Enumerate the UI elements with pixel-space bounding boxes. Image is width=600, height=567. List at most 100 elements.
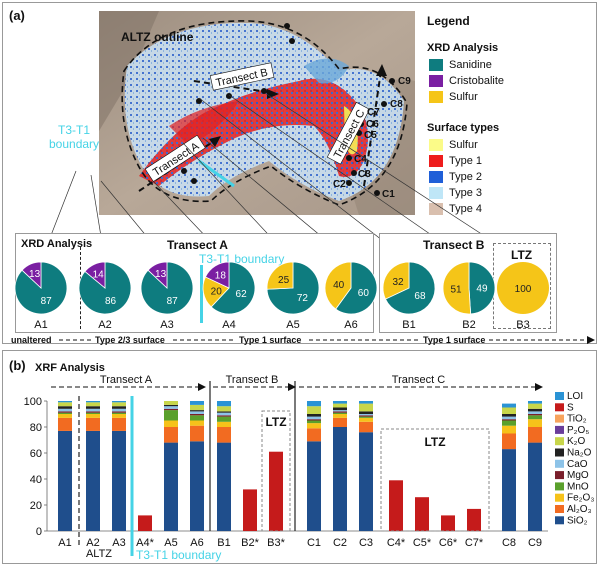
pie-A2-value-1: 14 bbox=[93, 269, 105, 280]
pie-A6: 60 40 A6 bbox=[324, 261, 378, 331]
xrf-bar-A6-loi bbox=[190, 401, 204, 405]
xrf-bar-A4* bbox=[138, 515, 152, 531]
xrf-transect-label-2: Transect C bbox=[392, 374, 445, 386]
xrf-transect-label-1: Transect B bbox=[226, 374, 279, 386]
xrf-bar-C3-sio2 bbox=[359, 432, 373, 531]
xrf-bar-A5-mno bbox=[164, 410, 178, 421]
pie-B1-value-1: 32 bbox=[392, 277, 404, 288]
pie-label-A4: A4 bbox=[222, 319, 235, 331]
xrf-bar-C7*-s bbox=[467, 508, 481, 531]
xrf-bar-C7* bbox=[467, 508, 481, 531]
xrf-bar-B2*-s bbox=[243, 489, 257, 531]
xrd-pie-charts: 87 13 A1 86 14 A2 87 13 A3 62 20 18 A4 72 25 A5 60 40 A6 68… bbox=[14, 261, 549, 331]
pie-label-A6: A6 bbox=[344, 319, 357, 331]
sample-c7-label: C7 bbox=[367, 107, 380, 118]
xrf-legend-label-7: MgO bbox=[567, 470, 589, 481]
xrf-bar-A4*-s bbox=[138, 515, 152, 531]
xrf-bar-A3-na2o bbox=[112, 406, 126, 409]
pie-A1-value-1: 13 bbox=[29, 269, 41, 280]
xrf-ytick-40: 40 bbox=[30, 474, 42, 486]
pie-B2-slice-sanidine bbox=[468, 261, 496, 315]
xrf-ytick-20: 20 bbox=[30, 500, 42, 512]
xrf-xtick-A5: A5 bbox=[164, 537, 177, 549]
xrf-bar-A3-sio2 bbox=[112, 430, 126, 531]
pie-label-A3: A3 bbox=[160, 319, 173, 331]
pie-B2-value-1: 51 bbox=[450, 284, 462, 295]
xrf-legend-swatch-4 bbox=[555, 437, 564, 446]
pie-label-A5: A5 bbox=[286, 319, 299, 331]
xrf-bar-C3-mgo bbox=[359, 415, 373, 417]
pie-A5-value-0: 72 bbox=[297, 293, 309, 304]
xrf-bar-B3* bbox=[269, 451, 283, 531]
xrf-bar-A2-sio2 bbox=[86, 430, 100, 531]
xrf-bar-A6-k2o bbox=[190, 404, 204, 411]
xrf-bar-C8-mgo bbox=[502, 419, 516, 421]
xrf-ytick-0: 0 bbox=[36, 526, 42, 538]
xrf-bar-C8-cao bbox=[502, 416, 516, 420]
xrf-bar-B1-na2o bbox=[217, 411, 231, 413]
map-altz-label: ALTZ outline bbox=[121, 30, 194, 44]
xrf-bar-A3-al2o3 bbox=[112, 417, 126, 431]
pie-A4: 62 20 18 A4 bbox=[202, 261, 256, 331]
xrf-bar-C8-k2o bbox=[502, 407, 516, 414]
pie-A6-value-1: 40 bbox=[333, 280, 345, 291]
xrf-bar-C9-fe2o3 bbox=[528, 419, 542, 427]
xrf-bar-A3-cao bbox=[112, 408, 126, 412]
xrf-bar-A2-k2o bbox=[86, 402, 100, 407]
xrf-bar-C2-k2o bbox=[333, 403, 347, 408]
xrf-bar-C6*-s bbox=[441, 515, 455, 531]
xrf-bar-C1-na2o bbox=[307, 414, 321, 417]
xrf-legend-label-6: CaO bbox=[567, 459, 588, 470]
xrf-bar-C2-fe2o3 bbox=[333, 414, 347, 418]
bottom-dashed-arrows bbox=[59, 336, 595, 344]
xrf-bar-C3-na2o bbox=[359, 411, 373, 414]
altz-outline bbox=[121, 20, 408, 206]
xrf-legend-swatch-9 bbox=[555, 493, 564, 502]
xrf-bar-A2 bbox=[86, 401, 100, 531]
xrf-bar-A6-al2o3 bbox=[190, 425, 204, 442]
pie-label-B1: B1 bbox=[402, 319, 415, 331]
panel-a: (a) bbox=[2, 2, 597, 345]
xrf-bar-A1-cao bbox=[58, 408, 72, 412]
xrf-bar-C1-sio2 bbox=[307, 441, 321, 531]
pie-A1-value-0: 87 bbox=[41, 296, 53, 307]
pie-B2-value-0: 49 bbox=[476, 284, 488, 295]
pie-label-A1: A1 bbox=[34, 319, 47, 331]
xrf-ltz-label-c: LTZ bbox=[424, 435, 445, 449]
xrf-xtick-C7*: C7* bbox=[465, 537, 484, 549]
pie-A4-value-2: 18 bbox=[215, 270, 227, 281]
pie-A2-slice-cristobalite bbox=[84, 261, 106, 289]
bottom-label-unaltered: unaltered bbox=[11, 335, 52, 345]
pie-A6-slice-sanidine bbox=[335, 261, 378, 315]
xrf-legend-swatch-7 bbox=[555, 471, 564, 480]
xrd-legend-swatch-2 bbox=[429, 91, 443, 103]
xrf-bar-A3-fe2o3 bbox=[112, 414, 126, 418]
xrf-bar-C4* bbox=[389, 480, 403, 531]
surface-legend-swatch-0 bbox=[429, 139, 443, 151]
xrf-bar-C1-cao bbox=[307, 416, 321, 420]
map-boundary-label: T3-T1 boundary bbox=[49, 123, 100, 151]
xrf-bar-C4*-s bbox=[389, 480, 403, 531]
xrf-bar-C9-mgo bbox=[528, 414, 542, 416]
xrf-bar-C8-loi bbox=[502, 403, 516, 408]
xrf-bar-C8-fe2o3 bbox=[502, 425, 516, 434]
xrf-bar-A2-loi bbox=[86, 401, 100, 403]
surface-legend-label-3: Type 3 bbox=[449, 187, 483, 199]
xrf-bar-C2-sio2 bbox=[333, 427, 347, 531]
xrf-legend-label-11: SiO₂ bbox=[567, 515, 588, 526]
sample-c2-label: C2 bbox=[333, 179, 346, 190]
xrf-bar-B1-al2o3 bbox=[217, 427, 231, 443]
xrf-bar-B1-fe2o3 bbox=[217, 421, 231, 427]
xrf-legend-swatch-1 bbox=[555, 403, 564, 412]
xrf-bar-B1-mgo bbox=[217, 415, 231, 417]
pie-A5-slice-sulfur bbox=[266, 261, 294, 290]
xrf-bar-A2-fe2o3 bbox=[86, 414, 100, 418]
xrf-bar-C3-al2o3 bbox=[359, 421, 373, 433]
xrf-legend-label-10: Al₂O₃ bbox=[567, 504, 592, 515]
pie-B1-slice-sulfur bbox=[382, 261, 410, 300]
bottom-label-type1-a: Type 1 surface bbox=[239, 335, 302, 345]
xrf-bar-A1-k2o bbox=[58, 402, 72, 407]
xrf-bar-C3-loi bbox=[359, 401, 373, 404]
pie-box-b-title: Transect B bbox=[423, 238, 485, 252]
xrf-bar-C2-na2o bbox=[333, 407, 347, 411]
